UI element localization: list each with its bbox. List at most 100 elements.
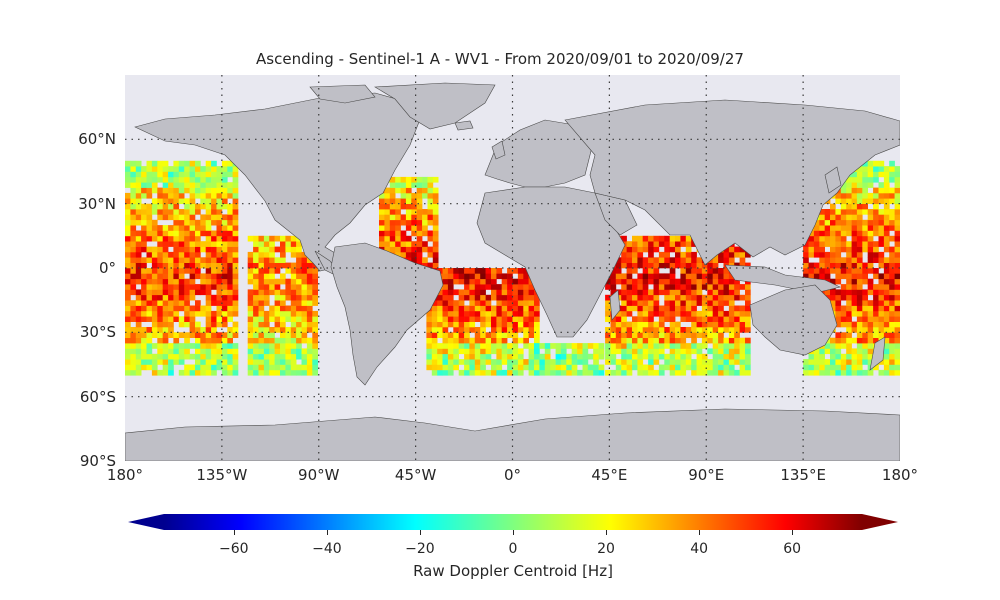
doppler-cell [146, 348, 153, 355]
colorbar-tick-mark [699, 530, 701, 535]
doppler-cell [146, 192, 153, 199]
doppler-cell [648, 300, 654, 306]
doppler-cell [306, 278, 313, 285]
doppler-cell [712, 284, 719, 290]
doppler-cell [653, 246, 660, 253]
doppler-cell [851, 289, 858, 296]
doppler-cell [157, 214, 163, 221]
doppler-cell [205, 278, 212, 285]
doppler-cell [151, 262, 158, 269]
doppler-cell [211, 182, 217, 188]
doppler-cell [442, 348, 449, 355]
doppler-cell [221, 230, 228, 237]
doppler-cell [474, 289, 481, 296]
doppler-cell [851, 251, 858, 258]
doppler-cell [894, 369, 900, 376]
doppler-cell [889, 171, 895, 178]
doppler-cell [162, 316, 169, 322]
doppler-cell [211, 337, 217, 344]
doppler-cell [416, 214, 423, 221]
doppler-cell [485, 316, 492, 322]
doppler-cell [680, 364, 687, 371]
doppler-cell [728, 278, 735, 285]
doppler-cell [701, 353, 708, 360]
doppler-cell [125, 348, 131, 355]
doppler-cell [718, 327, 724, 333]
doppler-cell [211, 364, 217, 371]
doppler-cell [491, 294, 497, 301]
doppler-cell [626, 359, 633, 365]
doppler-cell [253, 321, 259, 328]
doppler-cell [680, 257, 687, 263]
doppler-cell [846, 364, 852, 371]
doppler-cell [269, 343, 275, 349]
doppler-cell [840, 353, 847, 360]
doppler-cell [813, 273, 820, 280]
doppler-cell [189, 316, 196, 322]
doppler-cell [696, 300, 703, 306]
doppler-cell [290, 294, 297, 301]
doppler-cell [437, 305, 443, 312]
doppler-cell [125, 273, 131, 280]
doppler-cell [431, 364, 438, 371]
doppler-cell [464, 273, 470, 280]
doppler-cell [453, 348, 459, 355]
doppler-cell [146, 214, 153, 221]
doppler-cell [813, 364, 820, 371]
doppler-cell [534, 310, 540, 317]
doppler-cell [621, 369, 627, 376]
doppler-cell [422, 187, 428, 194]
doppler-cell [130, 262, 137, 269]
doppler-cell [840, 219, 847, 226]
doppler-cell [685, 316, 692, 322]
doppler-cell [178, 166, 185, 172]
doppler-cell [130, 353, 137, 360]
doppler-cell [637, 348, 644, 355]
doppler-cell [883, 343, 890, 349]
doppler-cell [263, 284, 270, 290]
doppler-cell [296, 348, 302, 355]
doppler-cell [517, 348, 524, 355]
doppler-cell [285, 337, 292, 344]
doppler-cell [496, 364, 503, 371]
doppler-cell [395, 209, 401, 215]
doppler-cell [626, 310, 633, 317]
doppler-cell [274, 310, 281, 317]
doppler-cell [384, 187, 391, 194]
doppler-cell [512, 332, 519, 338]
doppler-cell [247, 294, 254, 301]
doppler-cell [258, 305, 265, 312]
doppler-cell [632, 359, 638, 365]
doppler-cell [280, 300, 286, 306]
doppler-cell [680, 289, 687, 296]
doppler-cell [523, 305, 529, 312]
doppler-cell [566, 359, 572, 365]
doppler-cell [707, 321, 713, 328]
doppler-cell [205, 316, 212, 322]
doppler-cell [168, 278, 174, 285]
doppler-cell [642, 364, 649, 371]
doppler-cell [846, 251, 852, 258]
doppler-cell [211, 359, 217, 365]
doppler-cell [173, 273, 180, 280]
doppler-cell [178, 343, 185, 349]
doppler-cell [653, 284, 660, 290]
doppler-cell [216, 203, 223, 210]
doppler-cell [285, 327, 292, 333]
doppler-cell [745, 251, 751, 258]
doppler-cell [894, 284, 900, 290]
doppler-cell [621, 353, 627, 360]
land-europe [484, 119, 596, 188]
doppler-cell [200, 171, 206, 178]
doppler-cell [555, 359, 562, 365]
doppler-cell [200, 364, 206, 371]
doppler-cell [426, 321, 433, 328]
doppler-cell [517, 359, 524, 365]
doppler-cell [395, 251, 401, 258]
doppler-cell [296, 369, 302, 376]
doppler-cell [534, 359, 540, 365]
doppler-cell [211, 203, 217, 210]
doppler-cell [835, 289, 842, 296]
doppler-cell [263, 327, 270, 333]
doppler-cell [856, 321, 863, 328]
